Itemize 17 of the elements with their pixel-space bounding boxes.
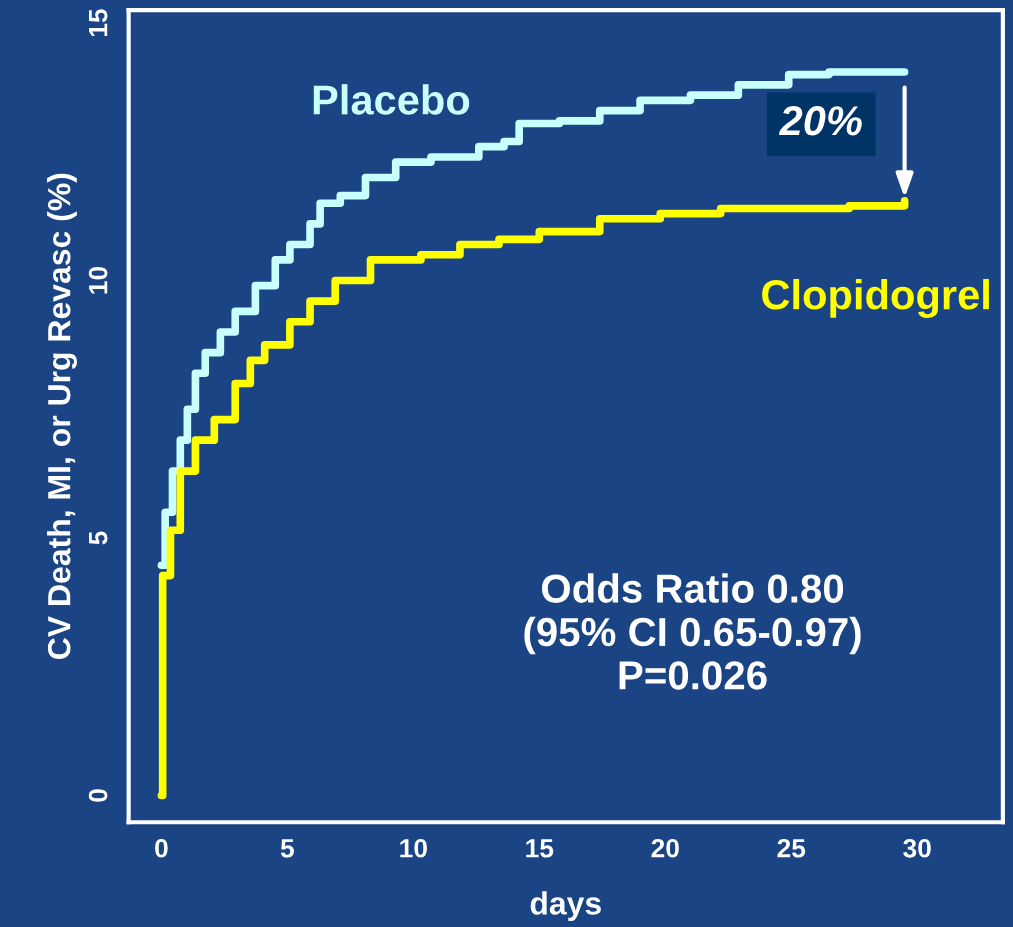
x-tick-label: 10 [400, 838, 427, 858]
x-tick-label: 20 [651, 838, 679, 858]
series-label: Placebo [313, 84, 470, 115]
x-tick-label: 0 [155, 838, 168, 858]
x-tick-label: 30 [903, 838, 931, 858]
y-tick-label: 5 [89, 531, 108, 545]
x-axis-title: days [530, 891, 601, 922]
y-tick-label: 15 [89, 9, 108, 37]
series-label: Clopidogrel [762, 278, 989, 318]
y-tick-label: 10 [88, 266, 108, 294]
x-tick-label: 25 [777, 838, 806, 858]
x-tick-label: 15 [526, 839, 554, 858]
y-axis-title: CV Death, MI, or Urg Revasc (%) [47, 173, 77, 659]
y-tick-label: 0 [88, 789, 108, 802]
x-tick-label: 5 [280, 839, 294, 858]
annotation: Odds Ratio 0.80 (95% CI 0.65-0.97) P=0.026 [524, 573, 861, 690]
annotation: 20% [778, 106, 862, 136]
